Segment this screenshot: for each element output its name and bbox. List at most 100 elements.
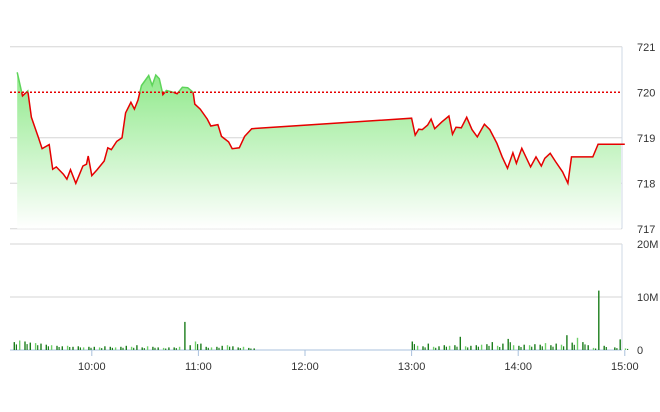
volume-bar [560, 344, 563, 350]
time-tick-label: 14:00 [504, 361, 532, 373]
volume-bar [624, 348, 627, 350]
volume-bars [13, 290, 629, 351]
volume-bar [250, 348, 252, 350]
volume-bar [37, 345, 39, 350]
volume-bar [45, 344, 47, 350]
volume-bar [544, 343, 547, 350]
volume-bar [125, 345, 127, 350]
volume-bar [619, 339, 621, 350]
volume-bar [19, 340, 21, 350]
volume-bar [509, 342, 511, 350]
price-tick-label: 720 [637, 87, 655, 99]
volume-bar [438, 346, 440, 350]
price-area [17, 72, 625, 229]
volume-bar [571, 342, 573, 350]
volume-bar [488, 345, 490, 350]
volume-bar [58, 347, 60, 350]
volume-bar [528, 345, 531, 350]
volume-bar [93, 346, 95, 350]
volume-bar [435, 347, 437, 350]
volume-bar [592, 347, 595, 350]
volume-bar [26, 344, 28, 350]
volume-bar [120, 346, 122, 350]
volume-bar [448, 345, 451, 350]
volume-bar [480, 344, 483, 350]
volume-bar [184, 321, 186, 350]
volume-bar [47, 346, 49, 350]
volume-bar [61, 346, 63, 350]
volume-bar [475, 345, 477, 350]
volume-bar [98, 347, 101, 350]
time-tick-label: 12:00 [291, 361, 319, 373]
volume-bar [584, 344, 586, 350]
volume-bar [122, 347, 124, 350]
volume-bar [477, 346, 479, 350]
time-tick-label: 11:00 [185, 361, 212, 373]
volume-bar [464, 346, 467, 350]
volume-bar [253, 348, 255, 350]
price-area-fill [17, 72, 625, 229]
volume-bar [531, 346, 533, 350]
volume-bar [459, 336, 461, 351]
volume-bar [197, 344, 199, 350]
volume-bar [157, 347, 159, 350]
volume-bar [456, 346, 458, 350]
volume-bar [422, 346, 424, 350]
volume-bar [520, 347, 522, 350]
volume-bar [541, 346, 543, 350]
volume-bar [210, 347, 213, 350]
volume-bar [424, 347, 426, 350]
volume-bar [614, 347, 616, 350]
volume-bar [555, 343, 557, 350]
volume-bar [242, 346, 245, 350]
price-tick-label: 721 [637, 42, 655, 54]
volume-bar [454, 345, 456, 350]
time-tick-label: 13:00 [398, 361, 426, 373]
volume-tick-label: 10M [637, 292, 658, 304]
volume-bar [13, 342, 15, 350]
volume-bar [189, 345, 191, 350]
volume-bar [595, 348, 597, 350]
volume-bar [603, 345, 605, 350]
volume-bar [72, 346, 74, 350]
volume-bar [109, 346, 111, 350]
volume-bar [15, 344, 17, 350]
volume-bar [470, 345, 472, 350]
volume-bar [496, 345, 499, 350]
volume-bar [523, 344, 525, 350]
price-lines [10, 72, 625, 186]
volume-bar [499, 347, 501, 350]
volume-bar [82, 347, 85, 350]
volume-bar [232, 346, 234, 350]
volume-bar [416, 345, 419, 350]
volume-bar [29, 342, 31, 350]
volume-bar [563, 346, 565, 350]
volume-bar [598, 290, 600, 350]
volume-bar [216, 346, 218, 350]
volume-bar [616, 348, 618, 350]
volume-bar [221, 345, 223, 350]
volume-bar [605, 347, 607, 350]
volume-bar [566, 335, 568, 350]
volume-bar [194, 341, 197, 350]
volume-bar [207, 347, 209, 350]
volume-bar [175, 348, 177, 350]
volume-bar [486, 344, 488, 350]
volume-bar [411, 341, 413, 350]
volume-bar [467, 347, 469, 350]
volume-bar [173, 347, 175, 350]
volume-bar [576, 337, 579, 350]
volume-bar [165, 348, 167, 350]
volume-bar [534, 344, 536, 350]
volume-bar [226, 345, 229, 350]
volume-bar [34, 343, 37, 350]
volume-bar [141, 347, 143, 350]
volume-bar [178, 346, 181, 350]
volume-bar [24, 341, 26, 350]
volume-bar [443, 345, 445, 350]
volume-bar [205, 346, 207, 350]
volume-bar [50, 345, 53, 350]
volume-bar [77, 346, 79, 350]
volume-bar [200, 343, 202, 350]
